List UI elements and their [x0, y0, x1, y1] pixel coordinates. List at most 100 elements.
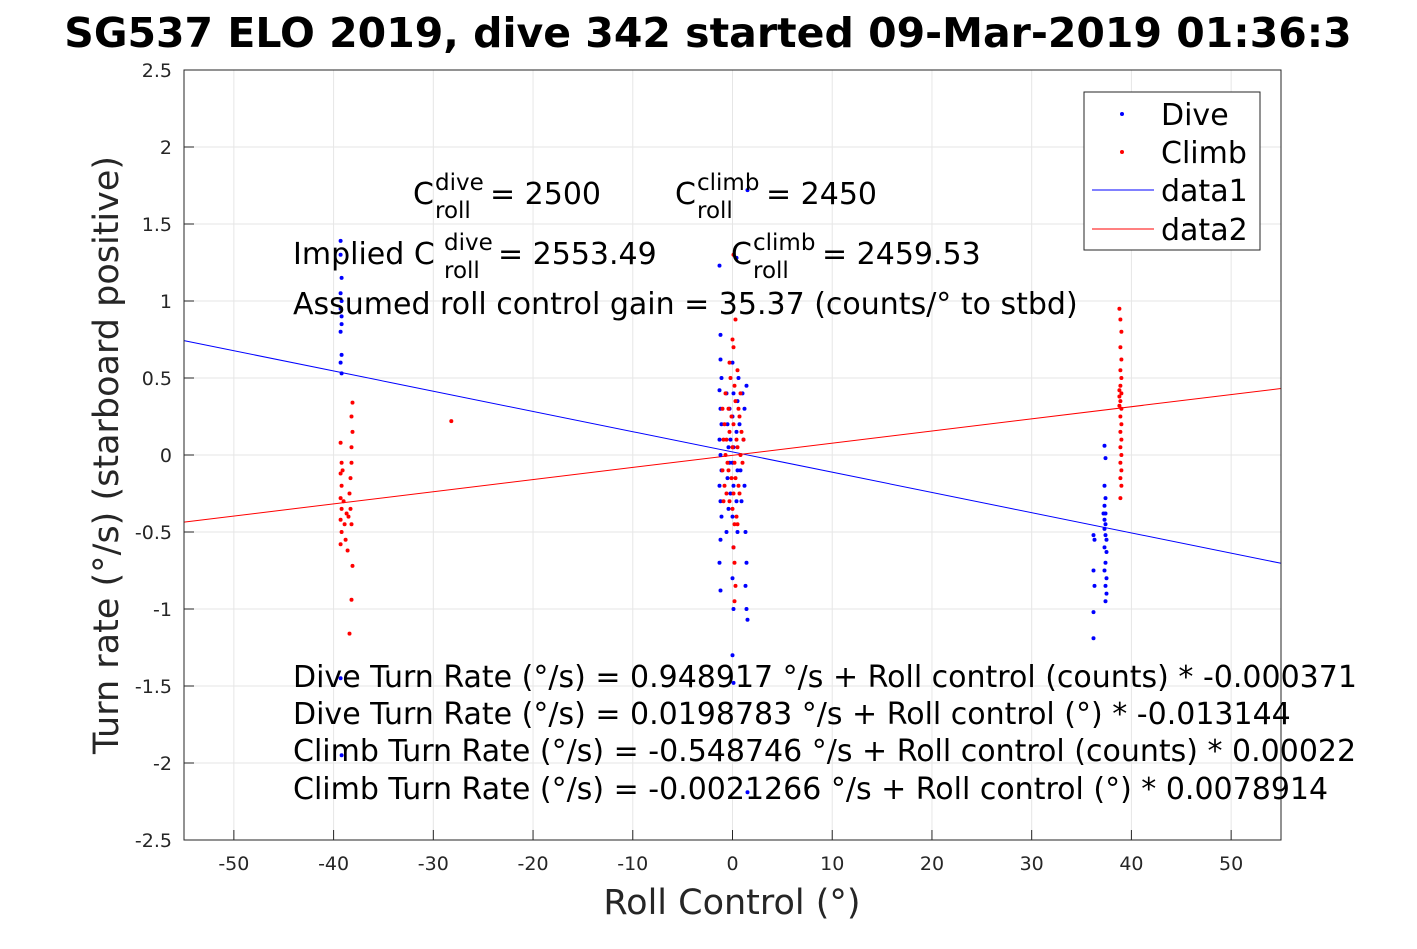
data-point-climb [737, 491, 742, 496]
svg-text:roll: roll [753, 258, 789, 284]
data-point-climb [1119, 357, 1124, 362]
svg-text:= 2500: = 2500 [490, 177, 601, 212]
svg-text:dive: dive [444, 230, 493, 256]
data-point-climb [349, 445, 354, 450]
data-point-climb [1118, 496, 1123, 501]
data-point-dive [339, 322, 344, 327]
data-point-dive [725, 476, 730, 481]
data-point-climb [1117, 394, 1122, 399]
legend-marker-climb [1120, 150, 1124, 154]
data-point-dive [338, 252, 343, 257]
data-point-dive [1092, 583, 1097, 588]
data-point-climb [1119, 483, 1124, 488]
series-line-data1 [183, 340, 1282, 564]
data-point-climb [341, 499, 346, 504]
x-tick-label: 50 [1219, 853, 1243, 875]
y-tick-label: -1.5 [135, 676, 172, 698]
data-point-dive [338, 360, 343, 365]
data-point-climb [346, 514, 351, 519]
data-point-climb [731, 345, 736, 350]
data-point-climb [741, 437, 746, 442]
data-point-dive [339, 371, 344, 376]
y-tick-label: 2 [160, 137, 172, 159]
data-point-climb [350, 429, 355, 434]
data-point-climb [733, 476, 738, 481]
x-tick-label: -50 [218, 853, 249, 875]
data-point-climb [345, 548, 350, 553]
data-point-climb [722, 483, 727, 488]
data-point-dive [742, 406, 747, 411]
data-point-climb [735, 368, 740, 373]
data-point-climb [1117, 403, 1122, 408]
data-point-dive [718, 537, 723, 542]
y-tick-label: -2.5 [135, 830, 172, 852]
data-point-climb [725, 460, 730, 465]
data-point-climb [338, 471, 343, 476]
data-point-climb [720, 406, 725, 411]
svg-text:C: C [731, 237, 752, 272]
data-point-climb [338, 440, 343, 445]
data-point-climb [721, 499, 726, 504]
data-point-climb [721, 437, 726, 442]
annotation-implied-dive: Implied C dive roll = 2553.49 [293, 230, 657, 284]
data-point-climb [339, 483, 344, 488]
y-tick-label: 0 [160, 445, 172, 467]
data-point-dive [738, 468, 743, 473]
data-point-climb [722, 422, 727, 427]
data-point-dive [725, 422, 730, 427]
data-point-climb [730, 506, 735, 511]
data-point-climb [731, 545, 736, 550]
data-point-climb [732, 560, 737, 565]
data-point-dive [724, 530, 729, 534]
data-point-dive [736, 376, 741, 380]
data-point-climb [740, 460, 745, 465]
y-tick-label: -1 [153, 599, 172, 621]
data-point-climb [347, 491, 352, 496]
data-point-dive [734, 429, 739, 434]
data-point-climb [1117, 306, 1122, 311]
data-point-dive [728, 491, 733, 496]
data-point-climb [1118, 345, 1123, 350]
data-point-dive [339, 314, 344, 319]
data-point-climb [720, 468, 725, 473]
data-point-dive [1103, 599, 1108, 604]
annotation-fit-line: Climb Turn Rate (°/s) = -0.548746 °/s + … [293, 734, 1356, 769]
svg-text:roll: roll [697, 198, 733, 224]
chart-title: SG537 ELO 2019, dive 342 started 09-Mar-… [64, 9, 1351, 57]
data-point-dive [1102, 545, 1107, 550]
data-point-climb [729, 476, 734, 481]
y-tick-label: 2.5 [142, 60, 172, 82]
data-point-climb [730, 445, 735, 450]
data-point-climb [732, 383, 737, 388]
data-point-climb [733, 583, 738, 588]
data-point-climb [1118, 445, 1123, 450]
legend-label-data1: data1 [1161, 174, 1248, 209]
data-point-dive [739, 499, 744, 504]
data-point-dive [718, 357, 723, 362]
data-point-dive [1102, 483, 1107, 488]
data-point-dive [730, 576, 735, 581]
data-point-climb [732, 599, 737, 604]
data-point-climb [727, 429, 732, 434]
data-point-climb [343, 537, 348, 542]
data-point-dive [717, 388, 722, 393]
y-tick-label: 1.5 [142, 214, 172, 236]
data-point-dive [1104, 550, 1109, 554]
data-point-climb [1118, 476, 1123, 481]
data-point-climb [347, 631, 352, 636]
data-point-climb [1119, 391, 1124, 396]
data-point-dive [338, 329, 343, 334]
data-point-dive [1101, 511, 1106, 516]
data-point-climb [735, 522, 740, 527]
data-point-climb [734, 514, 739, 519]
annotation-implied-climb: C climb roll = 2459.53 [731, 230, 981, 284]
data-point-climb [338, 517, 343, 522]
svg-text:roll: roll [444, 258, 480, 284]
svg-text:climb: climb [697, 170, 759, 196]
data-point-climb [449, 419, 454, 424]
legend-marker-dive [1120, 112, 1124, 116]
data-point-climb [349, 597, 354, 602]
data-point-dive [719, 422, 724, 427]
data-point-climb [727, 499, 732, 504]
data-point-climb [349, 460, 354, 465]
